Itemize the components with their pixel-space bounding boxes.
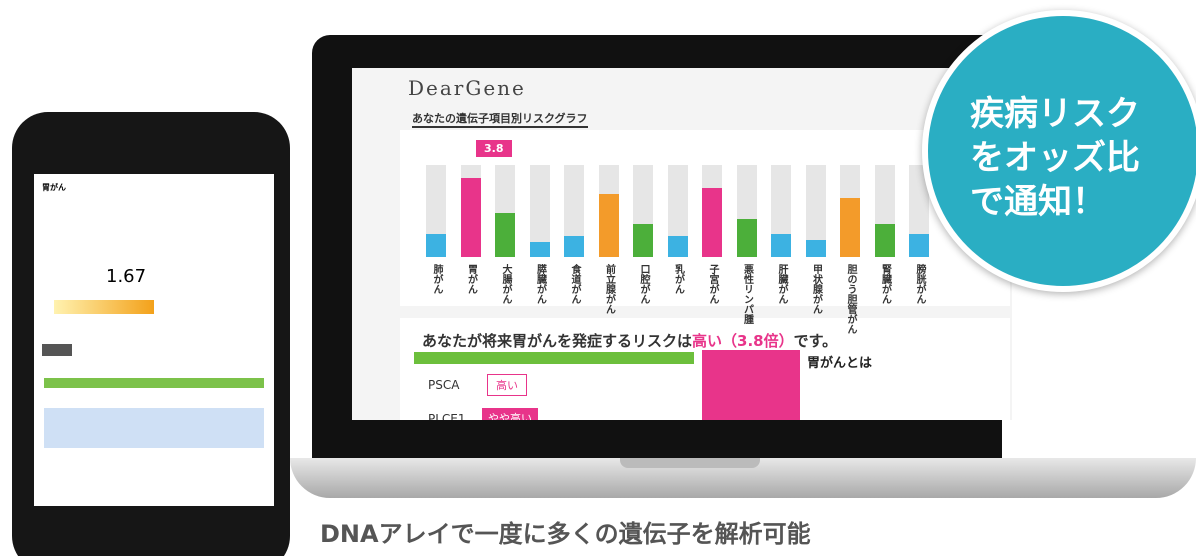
table-header xyxy=(414,352,694,364)
badge: 疾病リスク をオッズ比 で通知！ xyxy=(922,10,1196,292)
bar-label: 大腸がん xyxy=(500,264,511,304)
bar xyxy=(564,236,584,257)
laptop-screen: DearGene あなたの遺伝子項目別リスクグラフ 3.8 あなたが将来胃がんを… xyxy=(352,68,1012,420)
phone-row xyxy=(44,408,264,448)
bar-label: 膀胱がん xyxy=(914,264,925,304)
bar-label: 胆のう胆管がん xyxy=(845,264,856,334)
bar-label: 食道がん xyxy=(569,264,580,304)
bar xyxy=(529,242,550,257)
bar-label: 前立腺がん xyxy=(603,264,615,314)
badge-line: をオッズ比 xyxy=(970,138,1140,178)
bar xyxy=(736,219,757,257)
bar xyxy=(702,188,722,257)
bar xyxy=(909,234,929,257)
risk-before: あなたが将来胃がんを発症するリスクは xyxy=(422,332,693,350)
callout: 3.8 xyxy=(476,140,512,157)
bar-track xyxy=(805,165,826,257)
bar-label: 乳がん xyxy=(672,264,684,294)
badge-text: 疾病リスク をオッズ比 で通知！ xyxy=(970,92,1140,224)
phone-title: 胃がん xyxy=(42,183,66,192)
badge-line: 疾病リスク xyxy=(970,94,1140,134)
bar xyxy=(874,223,895,257)
bar-label: 口腔がん xyxy=(638,264,649,304)
gene: PLCE1 xyxy=(428,412,466,420)
gene: PSCA xyxy=(428,378,460,392)
bar-track xyxy=(529,165,550,257)
bar-label: 悪性リンパ腫 xyxy=(741,264,753,324)
risk-after: です。 xyxy=(793,332,838,350)
bar-track xyxy=(564,165,584,257)
bar-label: 肝臓がん xyxy=(776,264,787,304)
bar xyxy=(633,223,653,257)
level: やや高い xyxy=(482,408,538,420)
badge-line: で通知！ xyxy=(970,182,1106,222)
phone-screen: 胃がん 1.67 xyxy=(34,174,274,506)
bar xyxy=(598,194,619,257)
brand: DearGene xyxy=(408,76,526,100)
bar xyxy=(426,234,446,257)
phone-bar xyxy=(54,300,154,314)
graph-title: あなたの遺伝子項目別リスクグラフ xyxy=(412,110,588,128)
stomach-box xyxy=(702,350,800,420)
bar-label: 胃がん xyxy=(465,264,477,294)
bar xyxy=(771,234,791,257)
risk-sentence: あなたが将来胃がんを発症するリスクは高い（3.8倍）です。 xyxy=(422,330,837,351)
bar xyxy=(667,236,688,257)
headline: DNAアレイで一度に多くの遺伝子を解析可能 xyxy=(320,520,811,548)
laptop-notch xyxy=(620,458,760,468)
bar xyxy=(805,240,826,257)
risk-level: 高い（3.8倍） xyxy=(692,332,794,350)
bar-label: 腎臓がん xyxy=(879,264,891,304)
bar xyxy=(495,213,515,257)
bar-label: 膵臓がん xyxy=(534,264,546,304)
phone-tab xyxy=(42,344,72,356)
bar xyxy=(460,177,481,257)
phone-row xyxy=(44,378,264,388)
phone-value: 1.67 xyxy=(106,266,147,287)
bar-label: 甲状腺がん xyxy=(810,264,822,314)
bar xyxy=(840,198,860,257)
bar-label: 肺がん xyxy=(431,264,442,294)
bar-track xyxy=(667,165,688,257)
level: 高い xyxy=(487,374,527,396)
bar-label: 子宮がん xyxy=(707,264,718,304)
about-title: 胃がんとは xyxy=(807,356,873,371)
